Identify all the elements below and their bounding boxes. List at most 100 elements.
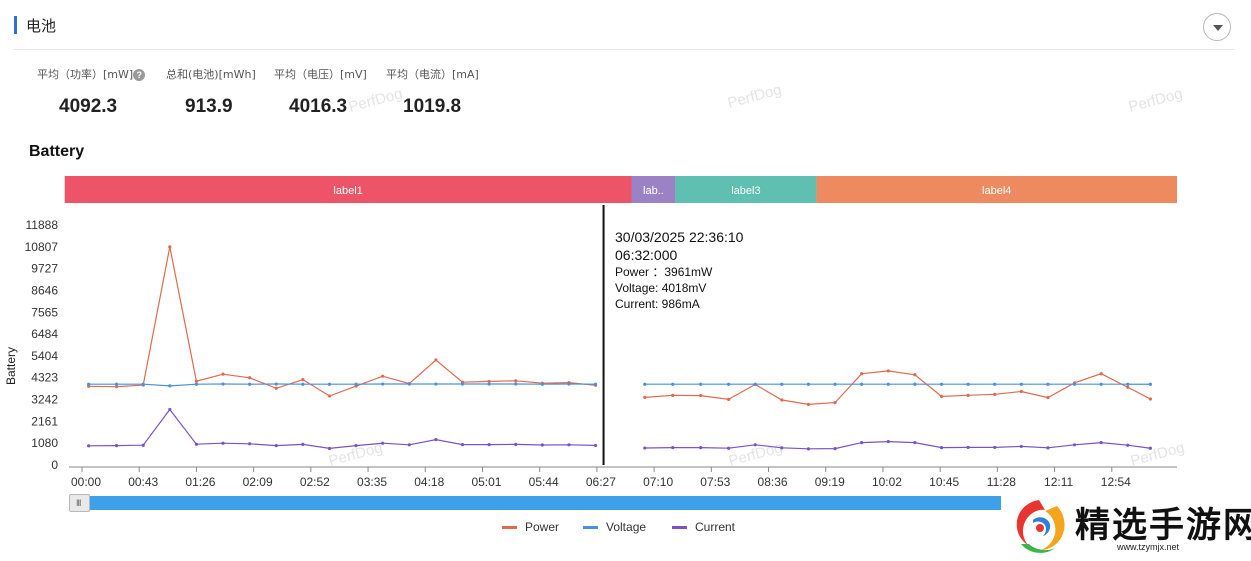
- data-point-power: [168, 245, 172, 249]
- data-point-power: [993, 392, 997, 396]
- y-tick-label: 5404: [31, 349, 58, 363]
- stat-value: 913.9: [185, 96, 233, 117]
- data-point-voltage: [1072, 382, 1077, 386]
- x-tick-label: 05:44: [529, 475, 559, 489]
- data-point-power: [194, 379, 199, 383]
- data-point-current: [567, 443, 571, 447]
- data-point-voltage: [514, 382, 518, 386]
- x-tick-label: 02:09: [243, 475, 273, 489]
- data-point-current: [671, 446, 675, 450]
- stat-avg-current: 平均（电流）[mA] 1019.8: [386, 66, 479, 117]
- x-tick-label: 08:36: [758, 475, 788, 489]
- legend-label: Power: [525, 520, 560, 534]
- data-point-voltage: [806, 382, 811, 386]
- data-point-current: [860, 440, 864, 445]
- data-point-voltage: [354, 382, 358, 386]
- data-point-voltage: [1046, 382, 1050, 386]
- data-point-power: [1019, 389, 1023, 394]
- y-tick-label: 6484: [31, 327, 58, 341]
- tooltip-current: Current: 986mA: [615, 297, 700, 311]
- data-point-current: [1046, 446, 1050, 450]
- data-point-voltage: [1148, 382, 1152, 386]
- section-title: 电池: [26, 17, 57, 35]
- zoom-scrollbar-track[interactable]: [69, 496, 1001, 510]
- data-point-current: [248, 442, 252, 446]
- data-point-current: [407, 443, 411, 447]
- logo-url: www.tzymjx.net: [1117, 542, 1180, 552]
- data-point-current: [699, 446, 703, 450]
- y-tick-label: 9727: [31, 262, 58, 276]
- legend-item-voltage[interactable]: Voltage: [583, 520, 646, 534]
- data-point-current: [540, 443, 544, 447]
- legend-item-power[interactable]: Power: [502, 520, 559, 534]
- y-tick-label: 4323: [31, 371, 58, 385]
- x-tick-label: 05:01: [471, 475, 501, 489]
- data-point-power: [833, 401, 837, 405]
- y-tick-label: 8646: [31, 283, 58, 297]
- label-band[interactable]: [816, 176, 1177, 203]
- data-point-voltage: [966, 382, 970, 386]
- data-point-power: [780, 398, 784, 402]
- logo-icon: [1016, 500, 1065, 553]
- stat-total-battery: 总和(电池)[mWh] 913.9: [166, 66, 256, 117]
- data-point-voltage: [194, 382, 199, 386]
- stat-label: 平均（电流）[mA]: [386, 68, 479, 81]
- data-point-current: [1019, 444, 1023, 449]
- series-line-current: [644, 440, 1128, 450]
- site-logo: 精选手游网 www.tzymjx.net: [1005, 492, 1251, 558]
- y-tick-label: 10807: [25, 240, 59, 254]
- data-point-power: [381, 374, 385, 378]
- data-point-voltage: [939, 382, 944, 386]
- label-band[interactable]: [631, 176, 676, 203]
- data-point-voltage: [168, 384, 172, 388]
- x-tick-label: 06:27: [586, 475, 616, 489]
- data-point-current: [727, 446, 731, 450]
- stat-avg-voltage: 平均（电压）[mV] 4016.3: [274, 66, 367, 117]
- x-tick-label: 10:02: [872, 475, 902, 489]
- data-point-current: [643, 446, 647, 450]
- data-point-power: [913, 373, 917, 377]
- help-icon[interactable]: ?: [133, 69, 146, 81]
- label-band[interactable]: [64, 176, 632, 203]
- data-point-current: [274, 444, 278, 448]
- chart-title: Battery: [29, 143, 85, 160]
- zoom-scrollbar-handle[interactable]: III: [69, 494, 90, 512]
- data-point-current: [753, 443, 757, 447]
- data-point-power: [727, 397, 731, 401]
- data-point-voltage: [487, 382, 491, 386]
- data-point-current: [1148, 446, 1152, 450]
- data-point-power: [806, 402, 811, 407]
- y-tick-label: 2161: [31, 414, 58, 428]
- data-point-power: [1099, 372, 1103, 376]
- data-point-voltage: [671, 382, 675, 386]
- legend-item-current[interactable]: Current: [672, 520, 735, 534]
- data-point-current: [434, 437, 438, 442]
- data-point-voltage: [540, 382, 544, 386]
- data-point-current: [939, 446, 944, 450]
- x-tick-label: 00:00: [71, 475, 101, 489]
- data-point-power: [327, 394, 332, 398]
- collapse-button[interactable]: [1203, 13, 1231, 41]
- tooltip-voltage: Voltage: 4018mV: [615, 281, 707, 295]
- data-point-current: [1072, 443, 1077, 447]
- section-header: 电池: [14, 10, 1234, 50]
- data-point-power: [274, 386, 278, 390]
- series-line-current: [1127, 444, 1151, 449]
- tooltip-power: Power ：3961mW: [615, 265, 713, 279]
- x-tick-label: 00:43: [128, 475, 158, 489]
- data-point-power: [1046, 395, 1050, 400]
- data-point-voltage: [327, 382, 332, 386]
- data-point-current: [381, 441, 385, 445]
- y-tick-label: 7565: [31, 305, 58, 319]
- data-point-current: [993, 445, 997, 450]
- label-band-text: label1: [333, 185, 362, 197]
- data-point-power: [248, 376, 252, 380]
- legend-swatch: [583, 525, 598, 529]
- data-point-power: [1148, 397, 1152, 401]
- data-point-voltage: [141, 382, 145, 386]
- data-point-voltage: [248, 382, 252, 386]
- data-point-power: [671, 393, 675, 397]
- x-tick-label: 12:54: [1101, 475, 1131, 489]
- label-band[interactable]: [675, 176, 817, 203]
